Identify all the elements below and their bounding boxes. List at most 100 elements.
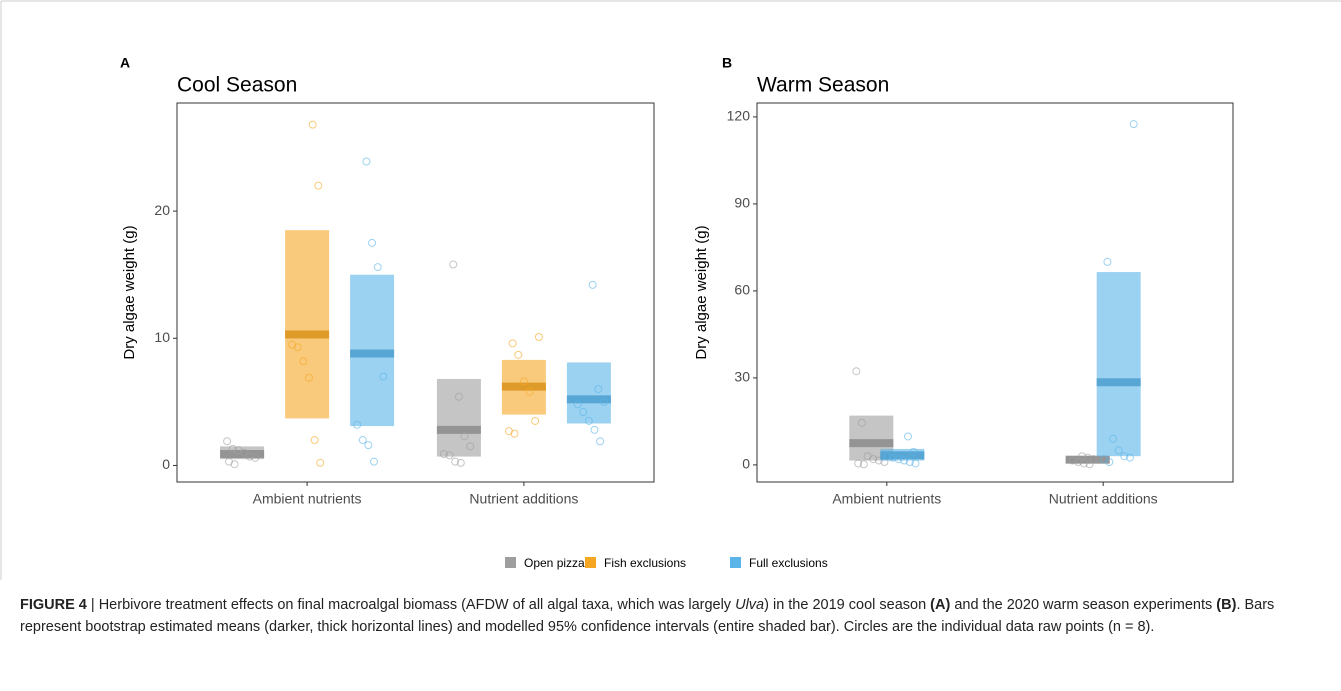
- raw-point: [1074, 457, 1083, 466]
- raw-point: [358, 436, 367, 445]
- caption-text: and the 2020 warm season experiments: [950, 597, 1217, 613]
- raw-point: [911, 459, 920, 468]
- raw-point: [852, 367, 861, 376]
- raw-point: [883, 452, 892, 461]
- raw-point: [353, 420, 362, 429]
- raw-point: [245, 452, 254, 461]
- ci-bar: [285, 230, 330, 419]
- legend-label: Full exclusions: [749, 556, 828, 570]
- mean-bar: [350, 349, 395, 358]
- caption-ref: (B): [1216, 597, 1237, 613]
- caption: FIGURE 4 | Herbivore treatment effects o…: [20, 594, 1320, 638]
- raw-point: [859, 460, 868, 469]
- raw-point: [588, 280, 597, 289]
- y-tick-label: 90: [734, 195, 750, 211]
- y-axis-label: Dry algae weight (g): [121, 225, 138, 359]
- y-tick-label: 20: [154, 202, 170, 218]
- figure: A Cool Season Dry algae weight (g) 0 10 20 Amb…: [0, 0, 1341, 580]
- raw-point: [1079, 459, 1088, 468]
- mean-bar: [285, 330, 330, 339]
- raw-point: [599, 397, 608, 406]
- raw-point: [1068, 456, 1077, 465]
- mean-bar: [880, 451, 925, 460]
- y-tick-label: 10: [154, 329, 170, 345]
- raw-point: [379, 372, 388, 381]
- raw-point: [1103, 257, 1112, 266]
- raw-point: [304, 373, 313, 382]
- mean-bar: [566, 395, 611, 404]
- raw-point: [451, 457, 460, 466]
- mean-bar: [1065, 455, 1110, 464]
- raw-point: [460, 432, 469, 441]
- raw-point: [903, 432, 912, 441]
- y-tick-label: 0: [162, 456, 170, 472]
- raw-point: [228, 444, 237, 453]
- raw-point: [525, 387, 534, 396]
- raw-point: [531, 416, 540, 425]
- raw-point: [466, 442, 475, 451]
- raw-point: [362, 157, 371, 166]
- raw-point: [900, 456, 909, 465]
- raw-point: [1114, 446, 1123, 455]
- raw-point: [449, 260, 458, 269]
- caption-text: | Herbivore treatment effects on final m…: [86, 597, 736, 613]
- raw-point: [519, 377, 528, 386]
- legend-swatch: [585, 557, 596, 568]
- raw-point: [316, 458, 325, 467]
- raw-point: [508, 339, 517, 348]
- raw-point: [1120, 452, 1129, 461]
- raw-point: [223, 437, 232, 446]
- raw-point: [1109, 434, 1118, 443]
- y-tick-label: 30: [734, 369, 750, 385]
- mean-bar: [501, 382, 546, 391]
- raw-point: [590, 425, 599, 434]
- caption-text: . Bars represent bootstrap estimated mea…: [20, 597, 1275, 635]
- raw-point: [514, 350, 523, 359]
- raw-point: [510, 429, 519, 438]
- raw-point: [251, 453, 260, 462]
- raw-point: [369, 457, 378, 466]
- raw-point: [299, 357, 308, 366]
- mean-bar: [849, 439, 894, 448]
- raw-point: [888, 453, 897, 462]
- raw-point: [1125, 453, 1134, 462]
- plot-frame: [756, 102, 1234, 483]
- chart-title: Warm Season: [757, 74, 889, 97]
- x-tick-label: Nutrient additions: [469, 491, 578, 507]
- legend-swatch: [505, 557, 516, 568]
- panel-label: A: [120, 55, 130, 71]
- plot-frame: [176, 102, 655, 483]
- caption-ref: (A): [930, 597, 951, 613]
- raw-point: [445, 451, 454, 460]
- raw-point: [584, 416, 593, 425]
- raw-point: [373, 263, 382, 272]
- x-tick-label: Ambient nutrients: [832, 491, 941, 507]
- x-tick-label: Ambient nutrients: [253, 491, 362, 507]
- raw-point: [1085, 460, 1094, 469]
- raw-point: [454, 392, 463, 401]
- raw-point: [1078, 452, 1087, 461]
- raw-point: [909, 447, 918, 456]
- raw-point: [854, 459, 863, 468]
- raw-point: [894, 455, 903, 464]
- raw-point: [857, 418, 866, 427]
- raw-point: [579, 408, 588, 417]
- y-tick-label: 120: [727, 108, 751, 124]
- raw-point: [368, 238, 377, 247]
- caption-label: FIGURE 4: [20, 597, 87, 613]
- raw-point: [364, 441, 373, 450]
- mean-bar: [220, 450, 265, 459]
- mean-bar: [436, 425, 481, 434]
- raw-point: [230, 460, 239, 469]
- raw-point: [239, 448, 248, 457]
- y-tick-label: 0: [742, 456, 750, 472]
- caption-text: ) in the 2019 cool season: [764, 597, 931, 613]
- raw-point: [905, 457, 914, 466]
- raw-point: [439, 450, 448, 459]
- raw-point: [594, 385, 603, 394]
- raw-point: [314, 181, 323, 190]
- raw-point: [1129, 120, 1138, 129]
- legend-swatch: [730, 557, 741, 568]
- ci-bar: [566, 362, 611, 424]
